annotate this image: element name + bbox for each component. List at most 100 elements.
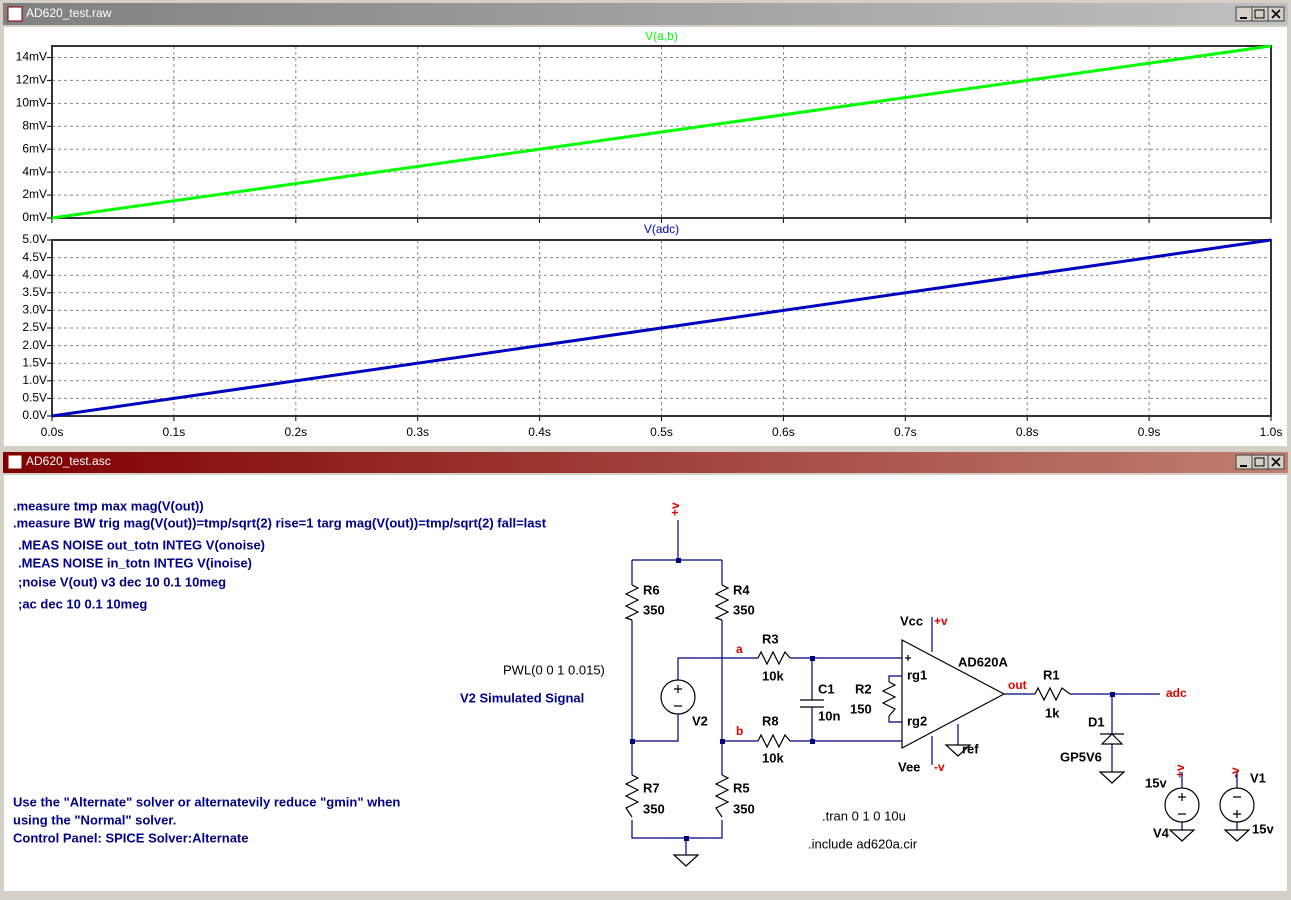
label[interactable]: R1 (1043, 667, 1060, 682)
y-tick-label: 4.0V (22, 267, 47, 281)
x-tick-label: 0.7s (894, 425, 917, 439)
waveform-area (4, 27, 1287, 446)
directive[interactable]: .include ad620a.cir (808, 836, 918, 851)
x-tick-label: 0.5s (650, 425, 673, 439)
window-buttons[interactable] (1235, 454, 1285, 470)
label[interactable]: V4 (1153, 825, 1170, 840)
label[interactable]: D1 (1088, 714, 1105, 729)
x-tick-label: 0.8s (1016, 425, 1039, 439)
y-tick-label: 14mV (16, 50, 47, 64)
directive[interactable]: ;noise V(out) v3 dec 10 0.1 10meg (18, 574, 226, 589)
note[interactable]: using the "Normal" solver. (13, 812, 176, 827)
label[interactable]: R7 (643, 780, 660, 795)
label[interactable]: R5 (733, 780, 750, 795)
y-tick-label: 5.0V (22, 232, 47, 246)
x-tick-label: 1.0s (1260, 425, 1283, 439)
trace (51, 238, 1272, 418)
app-icon (7, 6, 23, 22)
label[interactable]: 350 (643, 602, 665, 617)
window-title: AD620_test.asc (26, 454, 111, 468)
note[interactable]: Use the "Alternate" solver or alternatev… (13, 794, 400, 809)
y-tick-label: 2.0V (22, 338, 47, 352)
net-label[interactable]: b (736, 724, 743, 738)
y-tick-label: 12mV (16, 73, 47, 87)
y-tick-label: 0.0V (22, 408, 47, 422)
directive[interactable]: ;ac dec 10 0.1 10meg (18, 596, 147, 611)
label[interactable]: R8 (762, 713, 779, 728)
comment[interactable]: V2 Simulated Signal (460, 690, 584, 705)
net-label[interactable]: +v (668, 502, 682, 516)
y-tick-label: 0mV (22, 210, 47, 224)
directive[interactable]: .MEAS NOISE out_totn INTEG V(onoise) (18, 537, 265, 552)
label[interactable]: V2 (692, 713, 708, 728)
label[interactable]: 1k (1045, 705, 1060, 720)
label[interactable]: rg1 (907, 667, 927, 682)
directive[interactable]: .measure BW trig mag(V(out))=tmp/sqrt(2)… (13, 515, 547, 530)
label[interactable]: 15v (1252, 821, 1274, 836)
plot-title: V(a,b) (645, 29, 678, 43)
y-tick-label: 6mV (22, 141, 47, 155)
net-label[interactable]: a (736, 642, 743, 656)
label[interactable]: V1 (1250, 770, 1266, 785)
x-tick-label: 0.1s (163, 425, 186, 439)
plot-title: V(adc) (644, 222, 679, 236)
note[interactable]: Control Panel: SPICE Solver:Alternate (13, 830, 249, 845)
label[interactable]: 350 (733, 602, 755, 617)
x-tick-label: 0.2s (284, 425, 307, 439)
app-icon (7, 454, 23, 470)
y-tick-label: 10mV (16, 96, 47, 110)
components (624, 584, 1255, 867)
label[interactable]: 10k (762, 750, 784, 765)
label[interactable]: R6 (643, 582, 660, 597)
net-label[interactable]: adc (1166, 686, 1187, 700)
label[interactable]: AD620A (958, 654, 1008, 669)
plot-frame (51, 45, 1272, 219)
y-tick-label: 8mV (22, 118, 47, 132)
x-tick-label: 0.4s (528, 425, 551, 439)
label[interactable]: Vcc (900, 613, 923, 628)
title-bar[interactable] (3, 452, 1288, 473)
window-title: AD620_test.raw (26, 6, 112, 20)
y-tick-label: 4mV (22, 164, 47, 178)
y-tick-label: 4.5V (22, 250, 47, 264)
y-tick-label: 1.0V (22, 373, 47, 387)
label[interactable]: R4 (733, 582, 750, 597)
title-bar[interactable] (3, 3, 1288, 25)
net-labels: +v a b +v -v out adc +v -v (668, 502, 1242, 778)
label[interactable]: C1 (818, 681, 835, 696)
label[interactable]: 350 (643, 801, 665, 816)
y-tick-label: 2.5V (22, 320, 47, 334)
label[interactable]: 10k (762, 668, 784, 683)
directive[interactable]: .tran 0 1 0 10u (822, 808, 906, 823)
label[interactable]: PWL(0 0 1 0.015) (503, 662, 605, 677)
label[interactable]: 10n (818, 708, 840, 723)
schematic-area (4, 475, 1287, 891)
label[interactable]: 350 (733, 801, 755, 816)
y-tick-label: 0.5V (22, 391, 47, 405)
label[interactable]: R2 (855, 681, 872, 696)
net-label[interactable]: -v (1228, 767, 1242, 778)
directive[interactable]: .measure tmp max mag(V(out)) (13, 498, 204, 513)
x-tick-label: 0.9s (1138, 425, 1161, 439)
label[interactable]: 15v (1145, 775, 1167, 790)
directives: .measure tmp max mag(V(out)) .measure BW… (13, 498, 918, 851)
junctions (630, 558, 1115, 841)
x-tick-label: 0.6s (772, 425, 795, 439)
window-buttons[interactable] (1235, 6, 1285, 22)
label[interactable]: 150 (850, 701, 872, 716)
label[interactable]: Vee (898, 759, 920, 774)
label[interactable]: rg2 (907, 713, 927, 728)
y-tick-label: 3.5V (22, 285, 47, 299)
plot-frame (51, 239, 1272, 417)
net-label[interactable]: -v (934, 760, 945, 774)
x-tick-label: 0.3s (406, 425, 429, 439)
label[interactable]: R3 (762, 631, 779, 646)
label[interactable]: GP5V6 (1060, 749, 1102, 764)
net-label[interactable]: +v (934, 614, 948, 628)
label[interactable]: ref (962, 741, 979, 756)
directive[interactable]: .MEAS NOISE in_totn INTEG V(inoise) (18, 555, 252, 570)
net-label[interactable]: +v (1173, 764, 1187, 778)
net-label[interactable]: out (1008, 678, 1027, 692)
y-tick-label: 3.0V (22, 303, 47, 317)
